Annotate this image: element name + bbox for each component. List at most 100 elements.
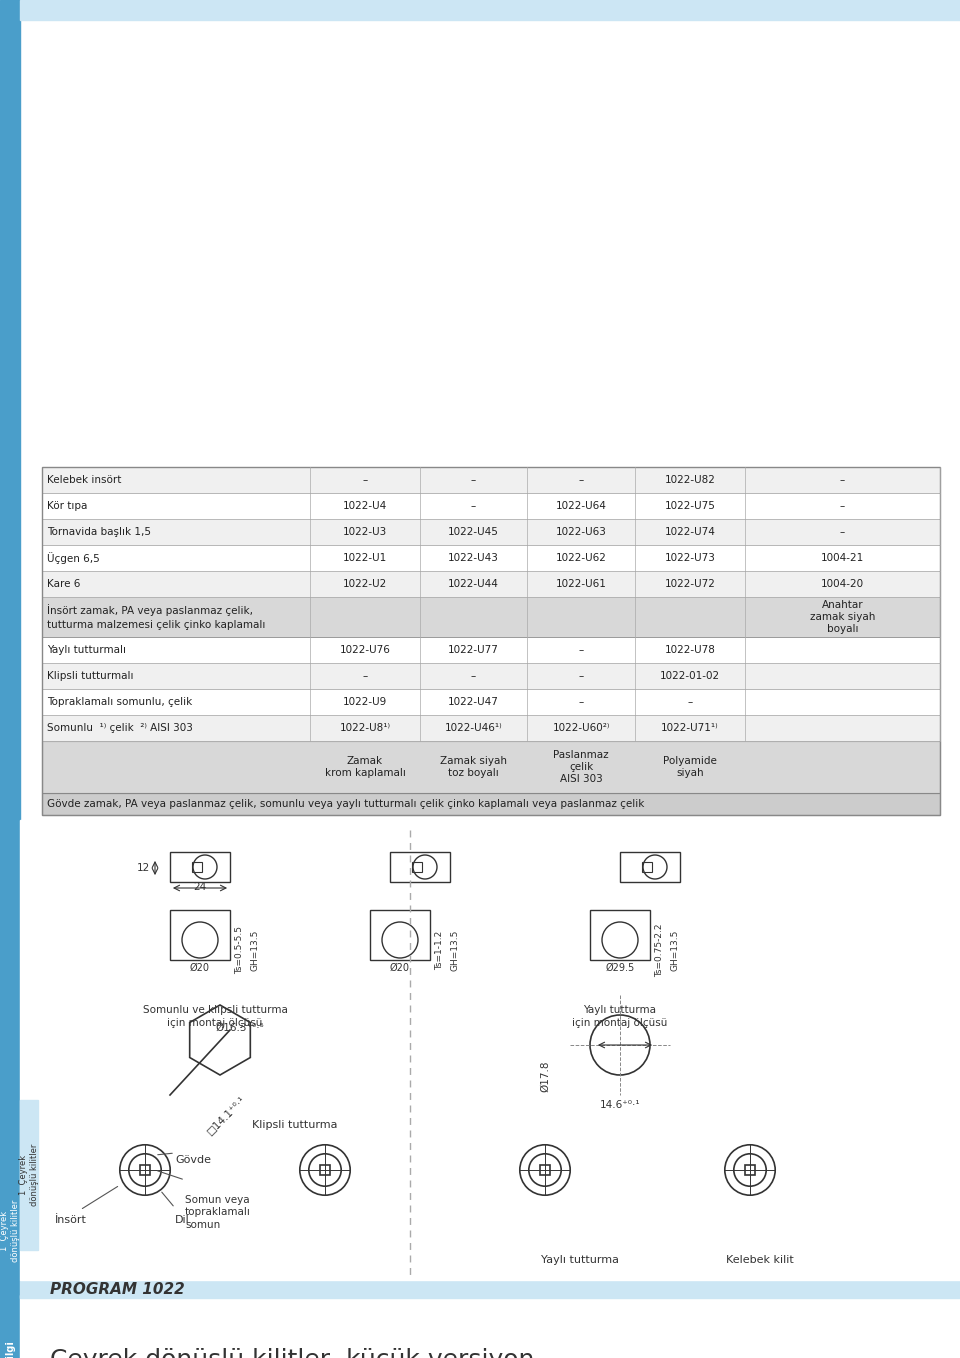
Text: –: – xyxy=(840,501,845,511)
Text: 1022-U45: 1022-U45 xyxy=(448,527,499,536)
Text: Ø29.5: Ø29.5 xyxy=(606,963,635,972)
Text: 1022-U62: 1022-U62 xyxy=(556,553,607,564)
Text: 1022-U47: 1022-U47 xyxy=(448,697,499,708)
Text: –: – xyxy=(840,475,845,485)
Text: 1022-U64: 1022-U64 xyxy=(556,501,607,511)
Bar xyxy=(170,910,230,960)
Text: Tornavida başlık 1,5: Tornavida başlık 1,5 xyxy=(47,527,151,536)
Text: 1022-U82: 1022-U82 xyxy=(664,475,715,485)
Text: 1022-01-02: 1022-01-02 xyxy=(660,671,720,680)
Text: 1022-U1: 1022-U1 xyxy=(343,553,387,564)
Text: –: – xyxy=(578,475,584,485)
Bar xyxy=(192,862,202,872)
Bar xyxy=(370,910,430,960)
Text: Klipsli tutturma: Klipsli tutturma xyxy=(252,1120,338,1130)
Text: Polyamide
siyah: Polyamide siyah xyxy=(663,756,717,778)
Text: GH=13.5: GH=13.5 xyxy=(670,929,679,971)
Bar xyxy=(42,467,940,493)
Bar xyxy=(540,1165,550,1176)
Text: Ø20: Ø20 xyxy=(390,963,410,972)
Text: 1022-U72: 1022-U72 xyxy=(664,579,715,589)
Bar xyxy=(590,910,650,960)
Text: 1022-U77: 1022-U77 xyxy=(448,645,499,655)
Text: Paslanmaz
çelik
AISI 303: Paslanmaz çelik AISI 303 xyxy=(553,750,609,785)
Bar xyxy=(20,1296,960,1358)
Text: 1022-U61: 1022-U61 xyxy=(556,579,607,589)
Text: Topraklamalı somunlu, çelik: Topraklamalı somunlu, çelik xyxy=(47,697,192,708)
Text: 1004-20: 1004-20 xyxy=(821,579,864,589)
Text: Zamak siyah
toz boyalı: Zamak siyah toz boyalı xyxy=(440,756,507,778)
Text: Gövde: Gövde xyxy=(175,1156,211,1165)
Text: –: – xyxy=(470,671,476,680)
Bar xyxy=(42,519,940,545)
Bar xyxy=(42,545,940,570)
Text: Kör tıpa: Kör tıpa xyxy=(47,501,87,511)
Text: –: – xyxy=(578,671,584,680)
Text: Ts=0.5-5.5: Ts=0.5-5.5 xyxy=(235,926,244,974)
Text: 1022-U9: 1022-U9 xyxy=(343,697,387,708)
Text: 1022-U75: 1022-U75 xyxy=(664,501,715,511)
Text: GH=13.5: GH=13.5 xyxy=(250,929,259,971)
Bar xyxy=(42,570,940,598)
Text: 1022-U76: 1022-U76 xyxy=(340,645,391,655)
Bar xyxy=(42,716,940,741)
Text: 1  Çeyrek
dönüşlü kilitler: 1 Çeyrek dönüşlü kilitler xyxy=(0,1200,20,1263)
Text: –: – xyxy=(470,475,476,485)
Text: –: – xyxy=(578,645,584,655)
Bar xyxy=(642,862,652,872)
Text: Ts=0.75-2.2: Ts=0.75-2.2 xyxy=(655,923,664,976)
Bar xyxy=(42,689,940,716)
Bar xyxy=(620,851,680,881)
Text: İnsört zamak, PA veya paslanmaz çelik,
tutturma malzemesi çelik çinko kaplamalı: İnsört zamak, PA veya paslanmaz çelik, t… xyxy=(47,604,265,630)
Bar xyxy=(20,820,960,1281)
Text: –: – xyxy=(362,671,368,680)
Text: 1  Çeyrek
dönüşlü kilitler: 1 Çeyrek dönüşlü kilitler xyxy=(19,1143,39,1206)
Text: 14.6⁺⁰·¹: 14.6⁺⁰·¹ xyxy=(600,1100,640,1109)
Text: PROGRAM 1022: PROGRAM 1022 xyxy=(50,1282,184,1297)
Text: Yaylı tutturmalı: Yaylı tutturmalı xyxy=(47,645,126,655)
Text: Somun veya
topraklamalı
somun: Somun veya topraklamalı somun xyxy=(185,1195,251,1230)
Text: Kare 6: Kare 6 xyxy=(47,579,81,589)
Text: 1022-U46¹⁾: 1022-U46¹⁾ xyxy=(444,722,502,733)
Text: –: – xyxy=(362,475,368,485)
Text: 1022-U8¹⁾: 1022-U8¹⁾ xyxy=(340,722,391,733)
Text: Ts=1-1.2: Ts=1-1.2 xyxy=(435,930,444,970)
Text: Kelebek kilit: Kelebek kilit xyxy=(726,1255,794,1266)
Bar xyxy=(139,1165,151,1176)
Bar xyxy=(390,851,450,881)
Text: 1022-U3: 1022-U3 xyxy=(343,527,387,536)
Text: Dil: Dil xyxy=(175,1215,190,1225)
Bar xyxy=(170,851,230,881)
Text: Yaylı tutturma: Yaylı tutturma xyxy=(541,1255,619,1266)
Text: 1004-21: 1004-21 xyxy=(821,553,864,564)
Bar xyxy=(42,467,940,815)
Bar xyxy=(42,793,940,815)
Bar xyxy=(20,1100,38,1249)
Text: Bilgi: Bilgi xyxy=(5,1340,15,1358)
Text: İnsört: İnsört xyxy=(55,1215,86,1225)
Bar xyxy=(20,0,960,20)
Text: –: – xyxy=(578,697,584,708)
Text: –: – xyxy=(470,501,476,511)
Text: 1022-U4: 1022-U4 xyxy=(343,501,387,511)
Bar xyxy=(320,1165,330,1176)
Text: Yaylı tutturma
için montaj ölçüsü: Yaylı tutturma için montaj ölçüsü xyxy=(572,1005,668,1028)
Text: Çeyrek dönüşlü kilitler, küçük versiyon: Çeyrek dönüşlü kilitler, küçük versiyon xyxy=(50,1348,535,1358)
Text: 1022-U74: 1022-U74 xyxy=(664,527,715,536)
Text: 12: 12 xyxy=(136,862,150,873)
Text: Somunlu ve klipsli tutturma
için montaj ölçüsü: Somunlu ve klipsli tutturma için montaj … xyxy=(143,1005,287,1028)
Text: –: – xyxy=(687,697,692,708)
Bar xyxy=(745,1165,756,1176)
Bar xyxy=(412,862,422,872)
Bar xyxy=(42,663,940,689)
Text: 1022-U43: 1022-U43 xyxy=(448,553,499,564)
Bar xyxy=(42,493,940,519)
Text: 1022-U44: 1022-U44 xyxy=(448,579,499,589)
Text: □14.1⁺⁰·¹: □14.1⁺⁰·¹ xyxy=(205,1095,248,1138)
Text: Gövde zamak, PA veya paslanmaz çelik, somunlu veya yaylı tutturmalı çelik çinko : Gövde zamak, PA veya paslanmaz çelik, so… xyxy=(47,799,644,809)
Bar xyxy=(42,598,940,637)
Text: 1022-U71¹⁾: 1022-U71¹⁾ xyxy=(661,722,719,733)
Text: 1022-U2: 1022-U2 xyxy=(343,579,387,589)
Text: 1022-U73: 1022-U73 xyxy=(664,553,715,564)
Bar xyxy=(42,637,940,663)
